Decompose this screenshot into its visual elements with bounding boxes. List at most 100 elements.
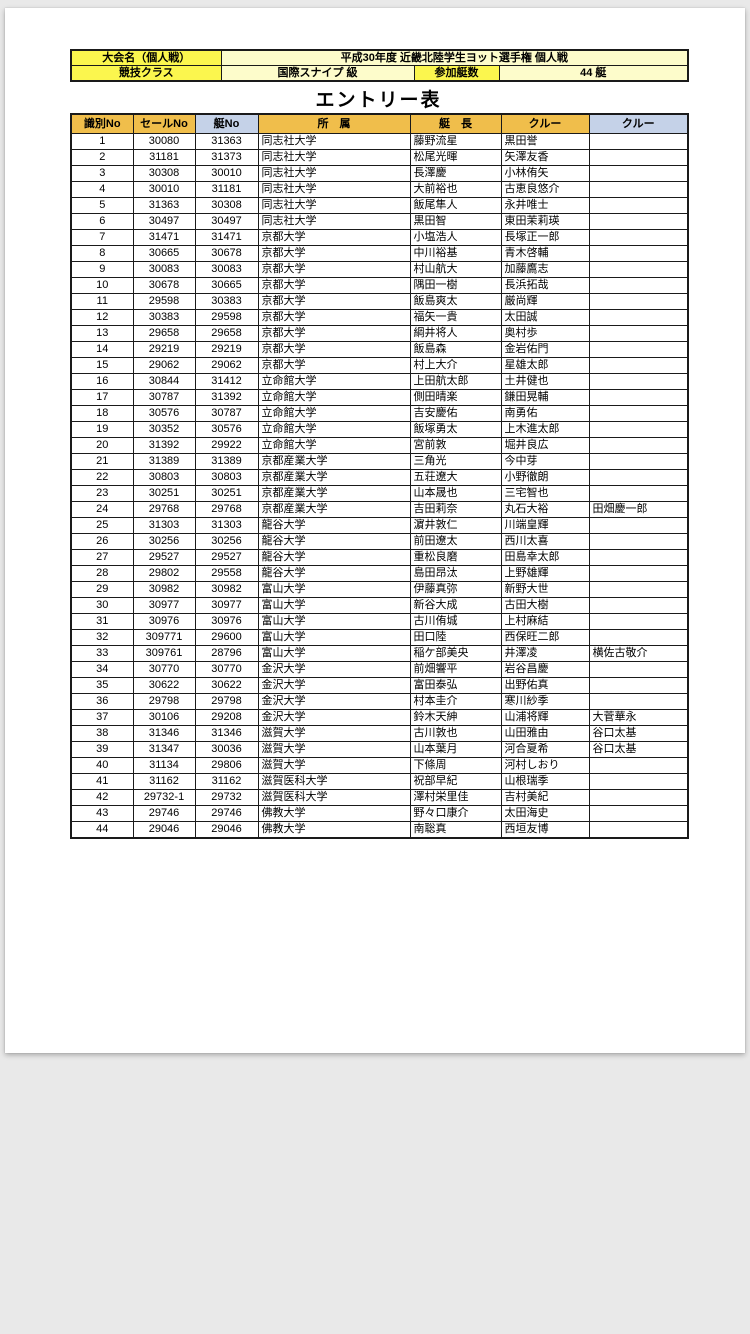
- table-row: 42 29732-1 29732 滋賀医科大学 澤村栄里佳 吉村美紀: [70, 789, 689, 806]
- cell-boat-no: 30010: [194, 165, 259, 182]
- cell-crew-2: [588, 629, 689, 646]
- cell-skipper: 前畑響平: [409, 661, 502, 678]
- cell-id-no: 16: [70, 373, 134, 390]
- cell-sail-no: 30844: [132, 373, 196, 390]
- cell-affiliation: 龍谷大学: [257, 565, 411, 582]
- cell-affiliation: 金沢大学: [257, 693, 411, 710]
- cell-affiliation: 同志社大学: [257, 181, 411, 198]
- cell-id-no: 44: [70, 821, 134, 839]
- cell-sail-no: 31363: [132, 197, 196, 214]
- cell-crew-2: [588, 613, 689, 630]
- cell-boat-no: 30576: [194, 421, 259, 438]
- boat-count-value: 44 艇: [498, 65, 689, 82]
- cell-boat-no: 30977: [194, 597, 259, 614]
- cell-id-no: 19: [70, 421, 134, 438]
- cell-id-no: 9: [70, 261, 134, 278]
- table-row: 25 31303 31303 龍谷大学 濵井敦仁 川端皇輝: [70, 517, 689, 534]
- table-row: 28 29802 29558 龍谷大学 島田昂汰 上野雄輝: [70, 565, 689, 582]
- cell-skipper: 濵井敦仁: [409, 517, 502, 534]
- cell-crew: 堀井良広: [500, 437, 590, 454]
- cell-boat-no: 31346: [194, 725, 259, 742]
- cell-crew-2: 田畑慶一郎: [588, 501, 689, 518]
- cell-crew: 河村しおり: [500, 757, 590, 774]
- cell-boat-no: 31162: [194, 773, 259, 790]
- cell-affiliation: 立命館大学: [257, 389, 411, 406]
- cell-skipper: 飯塚勇太: [409, 421, 502, 438]
- cell-id-no: 1: [70, 133, 134, 150]
- cell-id-no: 27: [70, 549, 134, 566]
- cell-id-no: 22: [70, 469, 134, 486]
- cell-id-no: 26: [70, 533, 134, 550]
- cell-id-no: 23: [70, 485, 134, 502]
- cell-boat-no: 29732: [194, 789, 259, 806]
- cell-sail-no: 29658: [132, 325, 196, 342]
- cell-boat-no: 31392: [194, 389, 259, 406]
- cell-crew: 太田海史: [500, 805, 590, 822]
- document-page: 大会名（個人戦） 平成30年度 近畿北陸学生ヨット選手権 個人戦 競技クラス 国…: [5, 8, 745, 1053]
- cell-sail-no: 30106: [132, 709, 196, 726]
- cell-crew-2: [588, 805, 689, 822]
- cell-crew-2: [588, 149, 689, 166]
- cell-crew: 出野佑真: [500, 677, 590, 694]
- cell-skipper: 南聡真: [409, 821, 502, 839]
- cell-skipper: 村本圭介: [409, 693, 502, 710]
- table-row: 39 31347 30036 滋賀大学 山本葉月 河合夏希 谷口太基: [70, 741, 689, 758]
- cell-crew-2: [588, 693, 689, 710]
- cell-sail-no: 29746: [132, 805, 196, 822]
- cell-crew-2: [588, 661, 689, 678]
- cell-crew-2: [588, 789, 689, 806]
- table-row: 5 31363 30308 同志社大学 飯尾隼人 永井唯士: [70, 197, 689, 214]
- cell-id-no: 7: [70, 229, 134, 246]
- cell-affiliation: 同志社大学: [257, 149, 411, 166]
- cell-boat-no: 30976: [194, 613, 259, 630]
- cell-id-no: 34: [70, 661, 134, 678]
- cell-crew-2: [588, 517, 689, 534]
- table-row: 26 30256 30256 龍谷大学 前田遼太 西川太喜: [70, 533, 689, 550]
- cell-affiliation: 立命館大学: [257, 437, 411, 454]
- cell-sail-no: 31346: [132, 725, 196, 742]
- cell-skipper: 古川侑城: [409, 613, 502, 630]
- cell-boat-no: 29806: [194, 757, 259, 774]
- table-row: 29 30982 30982 富山大学 伊藤真弥 新野大世: [70, 581, 689, 598]
- column-header-skipper: 艇 長: [409, 113, 502, 134]
- table-row: 1 30080 31363 同志社大学 藤野流星 黒田誉: [70, 133, 689, 150]
- cell-id-no: 13: [70, 325, 134, 342]
- cell-affiliation: 京都大学: [257, 357, 411, 374]
- cell-boat-no: 30622: [194, 677, 259, 694]
- cell-crew-2: [588, 197, 689, 214]
- table-row: 3 30308 30010 同志社大学 長澤慶 小林侑矢: [70, 165, 689, 182]
- cell-boat-no: 29768: [194, 501, 259, 518]
- cell-sail-no: 31392: [132, 437, 196, 454]
- cell-skipper: 稲ケ部美央: [409, 645, 502, 662]
- cell-id-no: 17: [70, 389, 134, 406]
- cell-crew: 矢澤友香: [500, 149, 590, 166]
- cell-affiliation: 京都大学: [257, 245, 411, 262]
- cell-affiliation: 京都産業大学: [257, 501, 411, 518]
- cell-crew: 加藤鷹志: [500, 261, 590, 278]
- table-row: 10 30678 30665 京都大学 隅田一樹 長浜拓哉: [70, 277, 689, 294]
- cell-sail-no: 30383: [132, 309, 196, 326]
- cell-affiliation: 龍谷大学: [257, 517, 411, 534]
- cell-sail-no: 29798: [132, 693, 196, 710]
- cell-boat-no: 31373: [194, 149, 259, 166]
- cell-affiliation: 京都産業大学: [257, 453, 411, 470]
- cell-crew: 小野徹朗: [500, 469, 590, 486]
- cell-id-no: 8: [70, 245, 134, 262]
- cell-skipper: 山本葉月: [409, 741, 502, 758]
- cell-sail-no: 31181: [132, 149, 196, 166]
- cell-crew-2: [588, 581, 689, 598]
- cell-boat-no: 29798: [194, 693, 259, 710]
- cell-crew: 山田雅由: [500, 725, 590, 742]
- table-row: 9 30083 30083 京都大学 村山航大 加藤鷹志: [70, 261, 689, 278]
- cell-affiliation: 立命館大学: [257, 421, 411, 438]
- cell-id-no: 38: [70, 725, 134, 742]
- table-row: 19 30352 30576 立命館大学 飯塚勇太 上木進太郎: [70, 421, 689, 438]
- cell-skipper: 三角光: [409, 453, 502, 470]
- cell-skipper: 福矢一貴: [409, 309, 502, 326]
- cell-crew-2: [588, 565, 689, 582]
- table-row: 22 30803 30803 京都産業大学 五荘遼大 小野徹朗: [70, 469, 689, 486]
- cell-affiliation: 同志社大学: [257, 213, 411, 230]
- cell-crew-2: [588, 133, 689, 150]
- cell-id-no: 18: [70, 405, 134, 422]
- cell-crew-2: [588, 421, 689, 438]
